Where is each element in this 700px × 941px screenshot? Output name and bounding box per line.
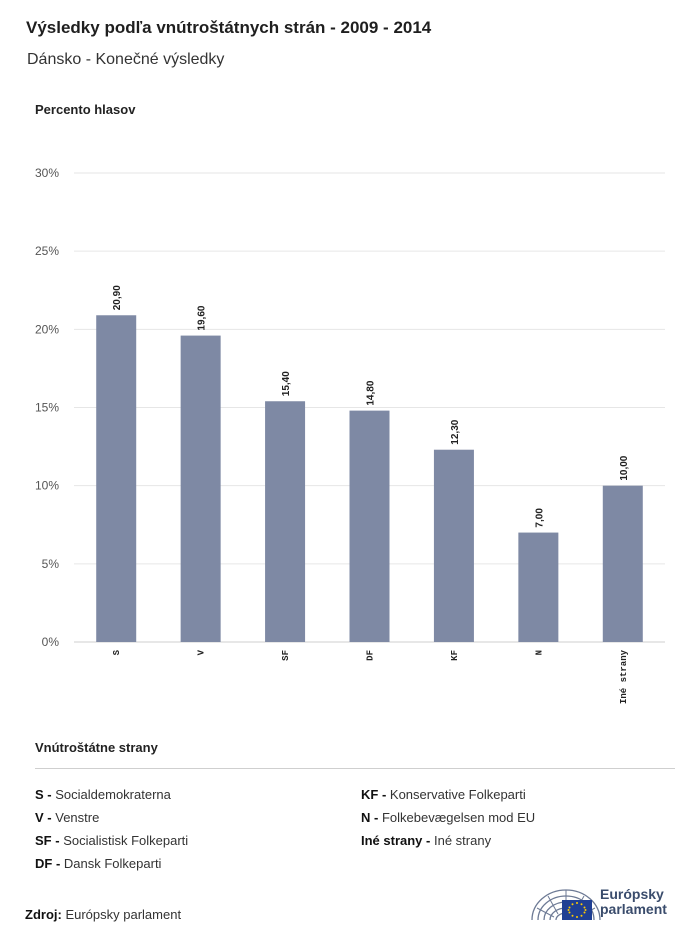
bar bbox=[265, 401, 306, 642]
x-tick-label: KF bbox=[450, 650, 460, 661]
bar bbox=[602, 485, 643, 642]
x-tick-label: V bbox=[197, 649, 207, 655]
bar-value-label: 12,30 bbox=[450, 419, 461, 444]
bar bbox=[518, 532, 559, 642]
legend-item: SF - Socialistisk Folkeparti bbox=[35, 833, 189, 848]
x-tick-label: Iné strany bbox=[619, 649, 629, 704]
legend-item: DF - Dansk Folkeparti bbox=[35, 856, 162, 871]
legend-item: KF - Konservative Folkeparti bbox=[361, 787, 526, 802]
bar bbox=[180, 335, 221, 642]
legend-item: S - Socialdemokraterna bbox=[35, 787, 171, 802]
chart-subtitle: Dánsko - Konečné výsledky bbox=[27, 51, 225, 68]
y-tick-label: 10% bbox=[35, 479, 59, 493]
legend-divider bbox=[35, 768, 675, 769]
legend-column-left: S - Socialdemokraterna V - Venstre SF - … bbox=[35, 786, 188, 878]
ep-logo-text: Európsky parlament bbox=[600, 887, 667, 917]
bar-chart: 0% 5% 10% 15% 20% 25% 30% 20,90 S 19,60 V 15,40 SF 14… bbox=[35, 166, 665, 704]
source-value: Európsky parlament bbox=[65, 907, 182, 922]
ep-logo-line2: parlament bbox=[600, 901, 667, 917]
x-tick-label: S bbox=[112, 649, 122, 655]
bar-value-label: 20,90 bbox=[112, 285, 123, 310]
bar-value-label: 19,60 bbox=[197, 305, 208, 330]
legend-item: Iné strany - Iné strany bbox=[361, 833, 492, 848]
bar bbox=[433, 449, 474, 642]
legend-item: V - Venstre bbox=[35, 810, 100, 825]
bar-value-label: 10,00 bbox=[619, 455, 630, 480]
bar-value-label: 14,80 bbox=[366, 380, 377, 405]
y-tick-label: 30% bbox=[35, 166, 59, 180]
bar-value-label: 7,00 bbox=[534, 508, 545, 528]
source-note: Zdroj: Európsky parlament bbox=[25, 907, 181, 922]
chart-title: Výsledky podľa vnútroštátnych strán - 20… bbox=[26, 18, 432, 37]
y-tick-label: 0% bbox=[42, 635, 60, 649]
legend-item: N - Folkebevægelsen mod EU bbox=[361, 810, 536, 825]
x-tick-label: N bbox=[534, 650, 544, 655]
y-tick-label: 25% bbox=[35, 244, 59, 258]
european-parliament-hemicycle-icon bbox=[531, 889, 601, 921]
bar-value-label: 15,40 bbox=[281, 371, 292, 396]
y-tick-label: 20% bbox=[35, 322, 59, 336]
legend-title: Vnútroštátne strany bbox=[35, 740, 158, 755]
bar bbox=[349, 410, 390, 642]
ep-logo-line1: Európsky bbox=[600, 886, 664, 902]
bar bbox=[96, 315, 137, 642]
legend-column-right: KF - Konservative Folkeparti N - Folkebe… bbox=[361, 786, 535, 855]
y-tick-label: 5% bbox=[42, 557, 60, 571]
source-label: Zdroj: bbox=[25, 907, 62, 922]
y-tick-label: 15% bbox=[35, 401, 59, 415]
x-tick-label: SF bbox=[281, 650, 291, 661]
x-tick-label: DF bbox=[366, 650, 376, 661]
y-axis-label: Percento hlasov bbox=[35, 102, 136, 117]
